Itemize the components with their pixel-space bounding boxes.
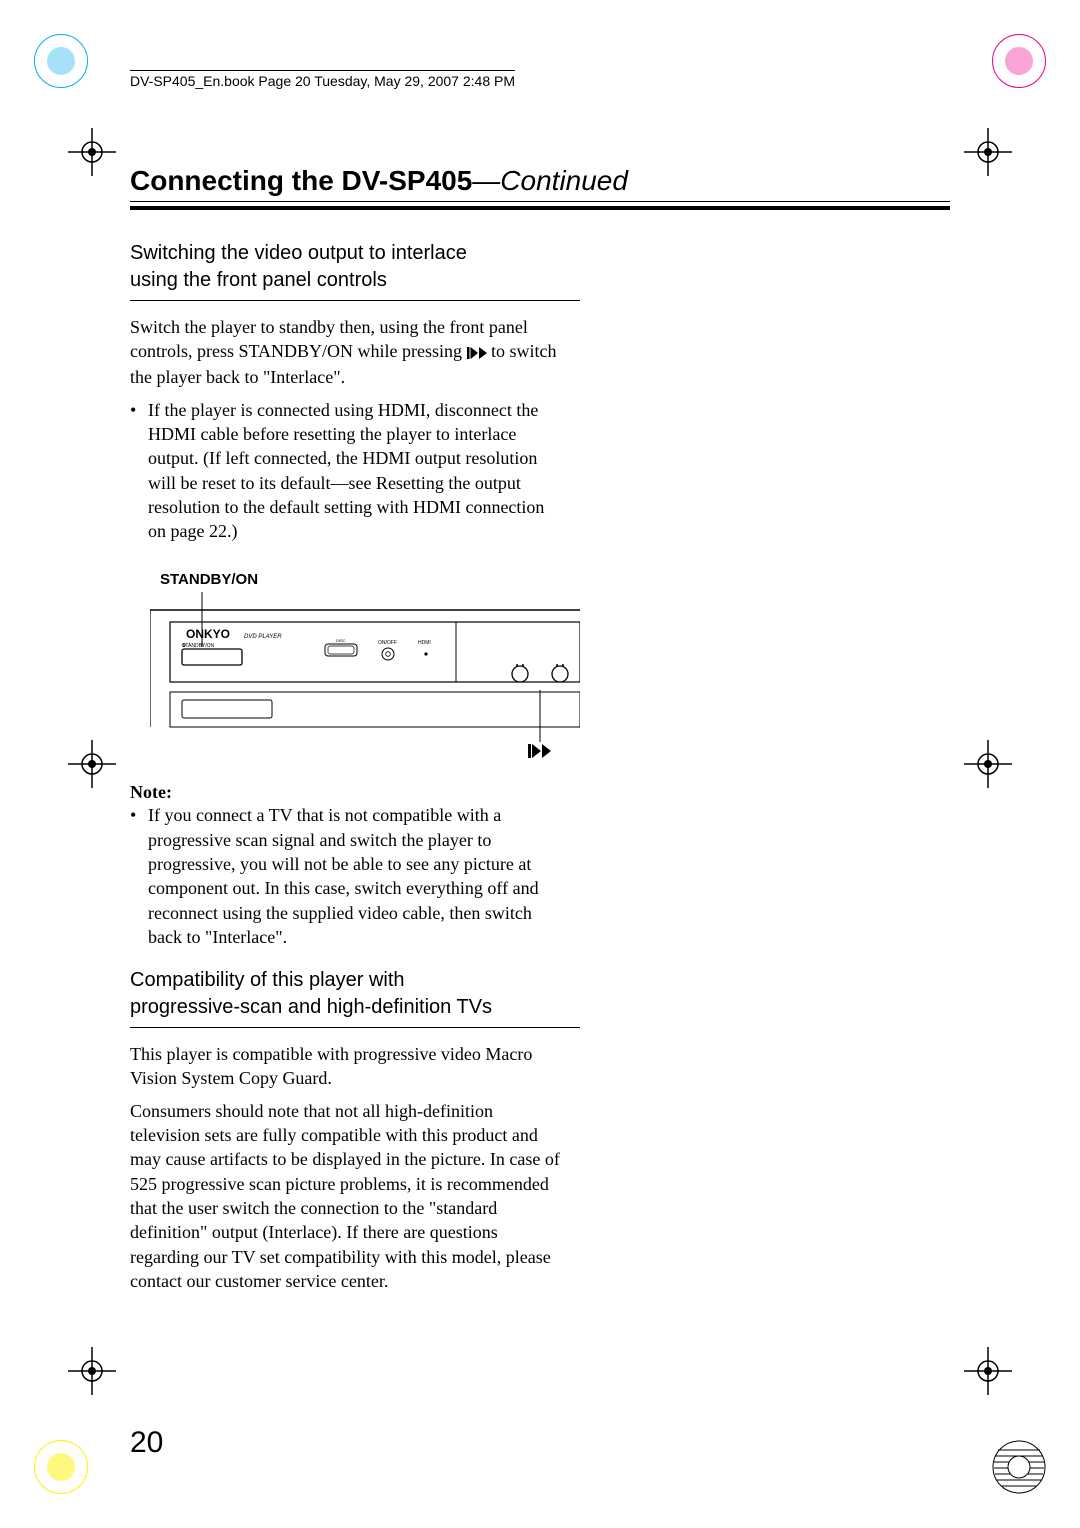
registration-mark-br xyxy=(964,1347,1012,1400)
registration-mark-ml xyxy=(68,740,116,793)
note-bullet-text: If you connect a TV that is not compatib… xyxy=(148,803,560,949)
content-column: Switching the video output to interlace … xyxy=(130,240,580,1293)
bullet-dot: • xyxy=(130,398,148,544)
source-header: DV-SP405_En.book Page 20 Tuesday, May 29… xyxy=(130,70,515,89)
svg-text:DVD PLAYER: DVD PLAYER xyxy=(244,634,282,640)
svg-text:HDMI: HDMI xyxy=(418,640,431,646)
bullet-dot: • xyxy=(130,803,148,949)
section1-bullet1: • If the player is connected using HDMI,… xyxy=(130,398,560,544)
crop-corner-tl xyxy=(34,34,88,88)
title-underline xyxy=(130,206,950,210)
section2-para1: This player is compatible with progressi… xyxy=(130,1042,560,1091)
note-bullet: • If you connect a TV that is not compat… xyxy=(130,803,560,949)
section1-heading-line1: Switching the video output to interlace xyxy=(130,242,467,264)
skip-back-icon xyxy=(467,341,487,365)
section1-heading: Switching the video output to interlace … xyxy=(130,240,580,301)
registration-mark-mr xyxy=(964,740,1012,793)
section1-heading-line2: using the front panel controls xyxy=(130,269,387,291)
page-title: Connecting the DV-SP405—Continued xyxy=(130,165,950,202)
section1-paragraph: Switch the player to standby then, using… xyxy=(130,315,560,390)
registration-mark-tl xyxy=(68,128,116,181)
svg-text:ON/OFF: ON/OFF xyxy=(378,640,397,646)
page-title-continued: —Continued xyxy=(472,165,628,196)
note-heading: Note: xyxy=(130,782,580,803)
svg-text:DISC: DISC xyxy=(336,638,346,643)
svg-text:STANDBY/ON: STANDBY/ON xyxy=(182,643,215,649)
page-number: 20 xyxy=(130,1426,163,1460)
section2-heading-line2: progressive-scan and high-definition TVs xyxy=(130,996,492,1018)
standby-label: STANDBY/ON xyxy=(160,571,580,588)
section2-heading: Compatibility of this player with progre… xyxy=(130,967,580,1028)
page-title-main: Connecting the DV-SP405 xyxy=(130,165,472,196)
section1-bullet1-text: If the player is connected using HDMI, d… xyxy=(148,398,560,544)
section2-heading-line1: Compatibility of this player with xyxy=(130,969,405,991)
registration-mark-tr xyxy=(964,128,1012,181)
page-content: Connecting the DV-SP405—Continued Switch… xyxy=(130,165,950,1468)
crop-corner-bl xyxy=(34,1440,88,1494)
section2-para2: Consumers should note that not all high-… xyxy=(130,1099,560,1293)
crop-corner-br-hashed xyxy=(992,1440,1046,1494)
crop-corner-tr xyxy=(992,34,1046,88)
svg-text:ONKYO: ONKYO xyxy=(186,627,230,641)
registration-mark-bl xyxy=(68,1347,116,1400)
device-diagram: ONKYO DVD PLAYER STANDBY/ON DISC ON/OFF … xyxy=(150,592,580,772)
